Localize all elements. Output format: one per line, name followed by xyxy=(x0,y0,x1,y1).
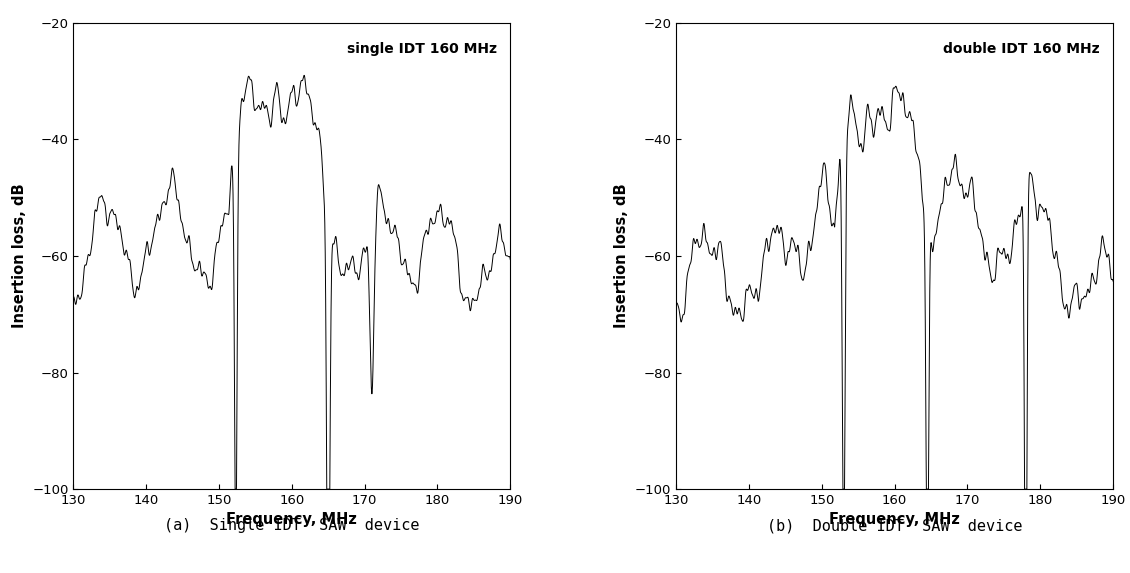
Text: (a)  Single IDT  SAW  device: (a) Single IDT SAW device xyxy=(164,519,419,533)
X-axis label: Frequency, MHz: Frequency, MHz xyxy=(829,512,960,528)
Text: (b)  Double IDT  SAW  device: (b) Double IDT SAW device xyxy=(767,519,1023,533)
Y-axis label: Insertion loss, dB: Insertion loss, dB xyxy=(11,184,27,328)
Text: double IDT 160 MHz: double IDT 160 MHz xyxy=(944,42,1099,56)
Y-axis label: Insertion loss, dB: Insertion loss, dB xyxy=(615,184,629,328)
Text: single IDT 160 MHz: single IDT 160 MHz xyxy=(347,42,497,56)
X-axis label: Frequency, MHz: Frequency, MHz xyxy=(226,512,357,528)
